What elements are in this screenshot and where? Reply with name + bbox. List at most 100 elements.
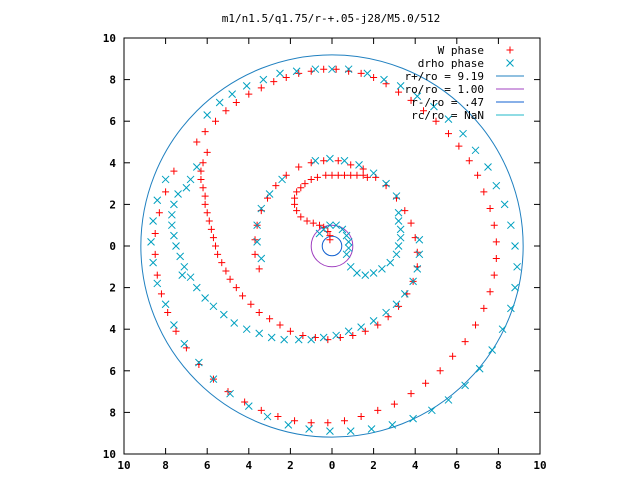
data-point (203, 148, 211, 156)
legend-label: r+/ro = 9.19 (405, 70, 484, 83)
data-point (257, 406, 265, 414)
data-point (255, 329, 264, 338)
data-point (380, 75, 388, 84)
data-point (340, 156, 349, 165)
data-point (353, 171, 361, 179)
data-point (340, 171, 348, 179)
x-tick-label: 4 (412, 459, 419, 472)
data-point (164, 309, 172, 317)
data-point (382, 179, 390, 188)
data-point (367, 425, 376, 433)
data-point (192, 283, 201, 292)
data-point (307, 175, 315, 183)
data-point (282, 171, 290, 179)
data-point (192, 163, 201, 171)
data-point (500, 200, 509, 209)
data-point (396, 225, 405, 234)
data-point (409, 414, 417, 423)
data-point (201, 200, 209, 208)
data-point (328, 65, 336, 74)
data-point (228, 90, 237, 99)
data-point (316, 221, 324, 229)
data-point (471, 146, 480, 155)
data-point (459, 129, 467, 138)
data-point (369, 169, 378, 178)
data-point (465, 157, 473, 165)
data-point (498, 325, 507, 334)
data-point (363, 173, 371, 181)
plot-area (140, 54, 524, 438)
data-point (297, 213, 305, 221)
data-point (395, 88, 403, 96)
data-point (253, 221, 261, 230)
data-point (201, 128, 209, 136)
circle-1 (310, 224, 354, 268)
data-point (347, 171, 355, 179)
data-point (422, 379, 430, 387)
data-point (153, 271, 161, 279)
legend-marker-sample (506, 46, 514, 54)
data-point (413, 265, 422, 273)
data-point (232, 98, 240, 106)
data-point (340, 417, 348, 425)
data-point (357, 413, 365, 421)
data-point (170, 231, 178, 240)
data-point (357, 323, 365, 331)
data-point (474, 171, 482, 179)
data-point (475, 364, 484, 373)
data-point (293, 207, 301, 215)
data-point (396, 81, 405, 90)
y-tick-label: 4 (109, 157, 116, 170)
data-point (278, 175, 286, 184)
data-point (486, 205, 494, 213)
data-point (212, 117, 220, 125)
data-point (270, 78, 278, 86)
data-point (286, 327, 294, 335)
data-point (461, 381, 469, 390)
y-tick-label: 6 (109, 365, 116, 378)
data-point (209, 234, 217, 242)
data-point (207, 225, 215, 233)
data-point (178, 271, 187, 279)
data-point (197, 175, 205, 183)
data-point (319, 225, 328, 234)
data-point (305, 425, 313, 433)
data-point (361, 327, 369, 335)
data-point (226, 389, 234, 398)
data-point (295, 163, 303, 171)
y-tick-label: 10 (103, 32, 116, 45)
data-point (186, 273, 195, 282)
data-point (266, 315, 274, 323)
data-point (357, 69, 365, 77)
data-point (311, 156, 320, 165)
data-point (490, 271, 498, 279)
data-point (197, 167, 205, 175)
legend-label: ro/ro = 1.00 (405, 83, 484, 96)
data-point (209, 302, 218, 311)
data-point (294, 335, 303, 344)
data-point (167, 221, 176, 230)
data-point (176, 252, 185, 261)
data-point (151, 230, 159, 238)
data-point (162, 188, 170, 196)
data-point (349, 331, 357, 339)
data-point (257, 204, 266, 213)
y-tick-label: 2 (109, 282, 116, 295)
legend-label: r-/ro = .47 (411, 96, 484, 109)
data-point (328, 171, 336, 179)
data-point (401, 207, 409, 215)
data-point (276, 69, 284, 78)
data-point (172, 242, 180, 250)
data-point (149, 217, 157, 225)
data-point (369, 269, 378, 277)
data-point (274, 413, 282, 421)
data-point (255, 309, 263, 317)
data-point (359, 165, 367, 173)
data-point (174, 190, 182, 198)
data-point (359, 171, 367, 179)
data-point (291, 200, 299, 208)
data-point (222, 267, 230, 275)
data-point (370, 74, 378, 82)
y-tick-label: 6 (109, 115, 116, 128)
